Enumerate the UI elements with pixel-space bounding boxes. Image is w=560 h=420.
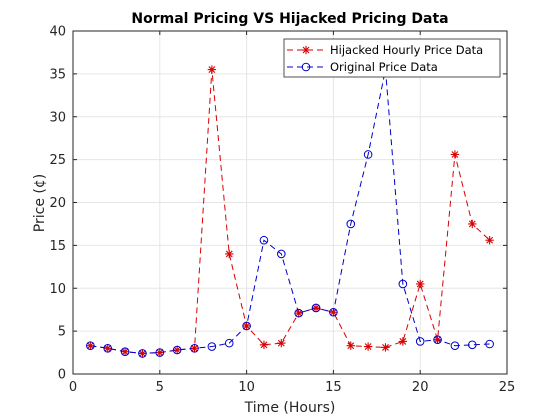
data-point-hijacked (103, 344, 112, 353)
data-point-hijacked (225, 249, 234, 259)
x-axis-label: Time (Hours) (244, 400, 336, 416)
data-point-hijacked (172, 345, 182, 355)
legend-marker-hijacked (301, 45, 311, 55)
y-tick-label: 25 (49, 153, 66, 168)
x-tick-label: 15 (325, 380, 342, 395)
legend: Hijacked Hourly Price Data Original Pric… (283, 38, 501, 78)
data-point-hijacked (485, 236, 494, 245)
data-point-hijacked (259, 340, 269, 350)
data-point-original (450, 341, 460, 351)
data-point-hijacked (346, 341, 355, 350)
data-point-original (467, 340, 477, 350)
data-point-hijacked (468, 219, 477, 229)
y-tick-label: 20 (49, 196, 66, 211)
data-point-hijacked (363, 342, 373, 351)
legend-marker-hijacked (301, 45, 311, 55)
data-point-original (103, 343, 113, 353)
data-point-hijacked (155, 348, 164, 357)
chart-title: Normal Pricing VS Hijacked Pricing Data (131, 11, 448, 27)
data-point-hijacked (120, 347, 130, 356)
data-point-hijacked (86, 341, 95, 350)
data-point-hijacked (381, 343, 390, 352)
y-tick-label: 0 (58, 368, 66, 383)
data-point-original (155, 348, 165, 357)
data-point-original (294, 308, 303, 318)
data-point-hijacked (277, 338, 286, 348)
data-point-original (190, 343, 199, 353)
data-point-hijacked (190, 344, 199, 353)
data-point-original (415, 337, 425, 346)
data-point-original (398, 279, 408, 289)
data-point-original (172, 345, 182, 355)
data-point-original (363, 150, 373, 159)
x-tick-label: 25 (499, 380, 516, 395)
legend-label-original: Original Price Data (330, 60, 438, 74)
x-tick-label: 10 (238, 380, 255, 395)
data-point-hijacked (242, 321, 251, 331)
y-tick-label: 35 (49, 67, 66, 82)
data-point-original (311, 303, 321, 313)
data-point-original (224, 338, 234, 348)
series-line-original (90, 69, 490, 354)
y-tick-label: 10 (49, 282, 66, 297)
data-point-hijacked (433, 335, 442, 344)
data-point-hijacked (450, 150, 460, 159)
data-point-original (433, 335, 442, 345)
data-point-original (259, 235, 269, 245)
legend-box (283, 38, 501, 78)
data-point-hijacked (416, 279, 425, 289)
data-point-original (207, 342, 217, 351)
data-point-original (86, 341, 95, 351)
legend-marker-original (301, 62, 311, 72)
data-point-hijacked (311, 303, 321, 313)
x-tick-label: 5 (156, 380, 164, 395)
y-tick-label: 30 (49, 110, 66, 125)
y-tick-label: 15 (49, 239, 66, 254)
data-point-hijacked (398, 337, 408, 346)
data-point-hijacked (329, 308, 338, 317)
x-tick-label: 0 (69, 380, 77, 395)
series-layer (86, 65, 494, 358)
x-tick-label: 20 (412, 380, 429, 395)
data-point-original (242, 321, 251, 331)
data-point-hijacked (138, 349, 147, 358)
data-point-original (485, 339, 494, 349)
y-axis-label: Price (¢) (32, 174, 48, 232)
y-tick-label: 5 (58, 325, 66, 340)
y-tick-label: 40 (49, 25, 66, 40)
data-point-original (277, 249, 286, 259)
data-point-hijacked (294, 308, 303, 318)
data-point-hijacked (207, 65, 217, 74)
series-line-hijacked (90, 69, 490, 354)
data-point-original (138, 349, 147, 358)
data-point-original (346, 219, 356, 229)
data-point-original (120, 347, 130, 357)
legend-marker-original (301, 62, 311, 72)
axis-ticks: 0 5 10 15 20 25 0 5 10 15 20 25 30 35 40 (49, 25, 515, 396)
legend-label-hijacked: Hijacked Hourly Price Data (330, 43, 483, 57)
data-point-original (329, 307, 338, 317)
